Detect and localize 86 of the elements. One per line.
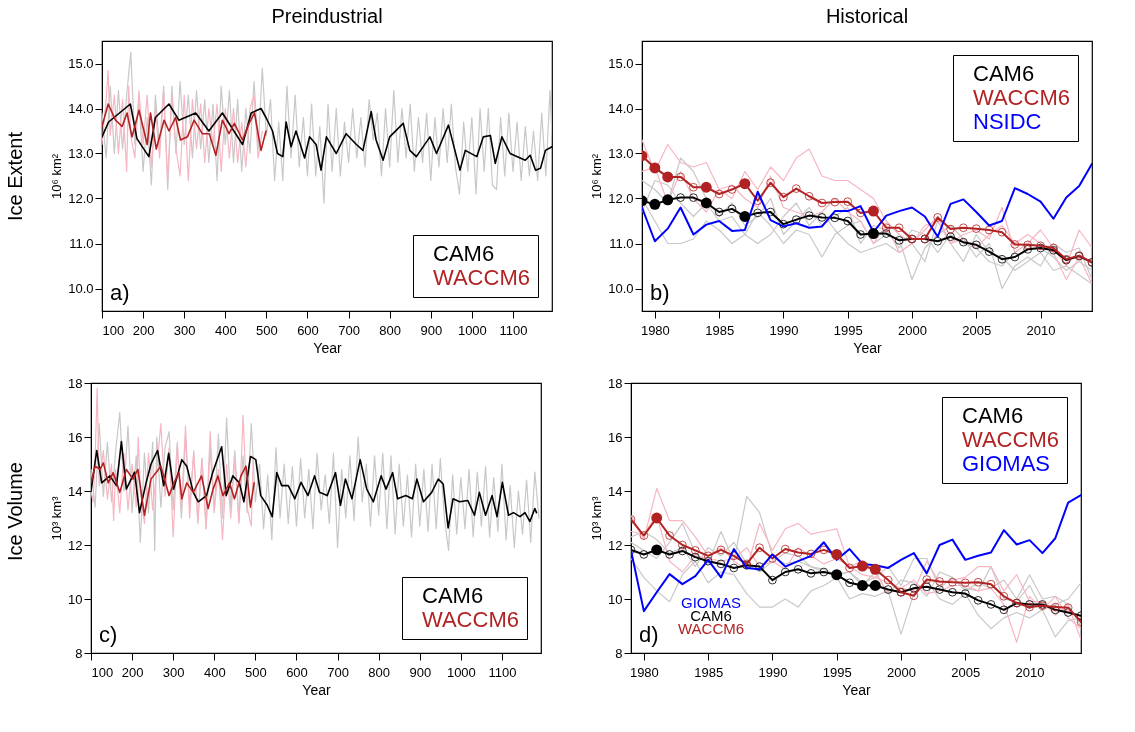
text: WACCM6 — [422, 607, 519, 632]
x-axis-title: Year — [302, 681, 331, 698]
x-tick-label: 1000 — [446, 664, 476, 680]
y-tick-label: 14.0 — [608, 101, 634, 116]
y-tick-label: 11.0 — [69, 236, 94, 251]
y-tick-label: 8 — [75, 645, 83, 661]
x-tick-label: 800 — [379, 322, 402, 338]
y-axis-title: 10³ km³ — [589, 495, 605, 541]
y-tick-label: 18 — [608, 375, 623, 391]
text: CAM6 — [973, 61, 1035, 86]
y-tick-label: 12 — [608, 537, 623, 553]
x-axis-title: Year — [853, 339, 882, 356]
x-tick-label: 1990 — [769, 322, 799, 338]
x-tick-label: 1100 — [488, 664, 517, 680]
x-tick-label: 200 — [121, 664, 144, 680]
x-tick-label: 900 — [420, 322, 443, 338]
y-axis-title: 10³ km³ — [49, 495, 65, 541]
x-tick-label: 1100 — [499, 322, 528, 338]
chart-title: Historical — [825, 5, 909, 27]
y-tick-label: 10.0 — [68, 281, 94, 296]
x-tick-label: 1980 — [629, 664, 659, 680]
text: Ice Volume — [3, 462, 27, 561]
y-tick-label: 12 — [68, 537, 83, 553]
y-tick-label: 13.0 — [608, 146, 634, 161]
y-tick-label: 13.0 — [68, 146, 94, 161]
y-tick-label: 16 — [68, 429, 83, 445]
x-tick-label: 1995 — [833, 322, 863, 338]
x-tick-label: 700 — [327, 664, 349, 680]
y-tick-label: 16 — [608, 429, 623, 445]
text: CAM6 — [433, 241, 495, 266]
x-axis-title: Year — [842, 681, 871, 698]
y-tick-label: 18 — [68, 375, 83, 391]
x-tick-label: 500 — [256, 322, 278, 338]
y-tick-label: 14 — [608, 483, 623, 499]
annotation: b) — [650, 280, 670, 305]
y-axis-title: 10⁶ km² — [49, 153, 65, 200]
x-tick-label: 800 — [368, 664, 391, 680]
y-tick-label: 11.0 — [609, 236, 634, 251]
x-tick-label: 900 — [409, 664, 432, 680]
series-label: GIOMAS — [962, 451, 1051, 476]
x-tick-label: 300 — [162, 664, 185, 680]
x-tick-label: 1000 — [457, 322, 487, 338]
x-tick-label: 300 — [173, 322, 196, 338]
x-tick-label: 1990 — [758, 664, 788, 680]
y-axis-title: 10⁶ km² — [589, 153, 605, 200]
x-tick-label: 100 — [102, 322, 125, 338]
x-tick-label: 600 — [297, 322, 319, 338]
annotation: d) — [639, 622, 659, 647]
x-tick-label: 500 — [245, 664, 267, 680]
x-tick-label: 2010 — [1015, 664, 1045, 680]
x-tick-label: 200 — [132, 322, 155, 338]
text: Ice Extent — [3, 132, 27, 221]
x-tick-label: 1985 — [705, 322, 735, 338]
y-tick-label: 10 — [608, 591, 623, 607]
x-tick-label: 2005 — [962, 322, 992, 338]
y-tick-label: 14 — [68, 483, 83, 499]
y-tick-label: 12.0 — [608, 191, 634, 206]
x-tick-label: 400 — [214, 322, 237, 338]
y-tick-label: 12.0 — [68, 191, 94, 206]
annotation: a) — [110, 280, 130, 305]
x-axis-title: Year — [313, 339, 342, 356]
chart-title: Preindustrial — [271, 5, 383, 27]
x-tick-label: 400 — [203, 664, 226, 680]
x-tick-label: 2005 — [951, 664, 981, 680]
text: CAM6 — [962, 403, 1024, 428]
x-tick-label: 1980 — [640, 322, 670, 338]
text: WACCM6 — [973, 85, 1070, 110]
y-tick-label: 10.0 — [608, 281, 634, 296]
y-tick-label: 14.0 — [68, 101, 94, 116]
y-tick-label: 15.0 — [608, 56, 634, 71]
y-tick-label: 15.0 — [68, 56, 94, 71]
text: WACCM6 — [962, 427, 1059, 452]
x-tick-label: 100 — [91, 664, 114, 680]
annotation: c) — [99, 622, 118, 647]
x-tick-label: 1985 — [694, 664, 724, 680]
x-tick-label: 700 — [338, 322, 360, 338]
x-tick-label: 1995 — [822, 664, 852, 680]
y-tick-label: 10 — [68, 591, 83, 607]
text: WACCM6 — [433, 265, 530, 290]
text: NSIDC — [973, 109, 1042, 134]
x-tick-label: 2000 — [898, 322, 927, 338]
x-tick-label: 2000 — [887, 664, 916, 680]
y-tick-label: 8 — [615, 645, 623, 661]
x-tick-label: 2010 — [1026, 322, 1056, 338]
x-tick-label: 600 — [286, 664, 308, 680]
text: CAM6 — [422, 583, 484, 608]
